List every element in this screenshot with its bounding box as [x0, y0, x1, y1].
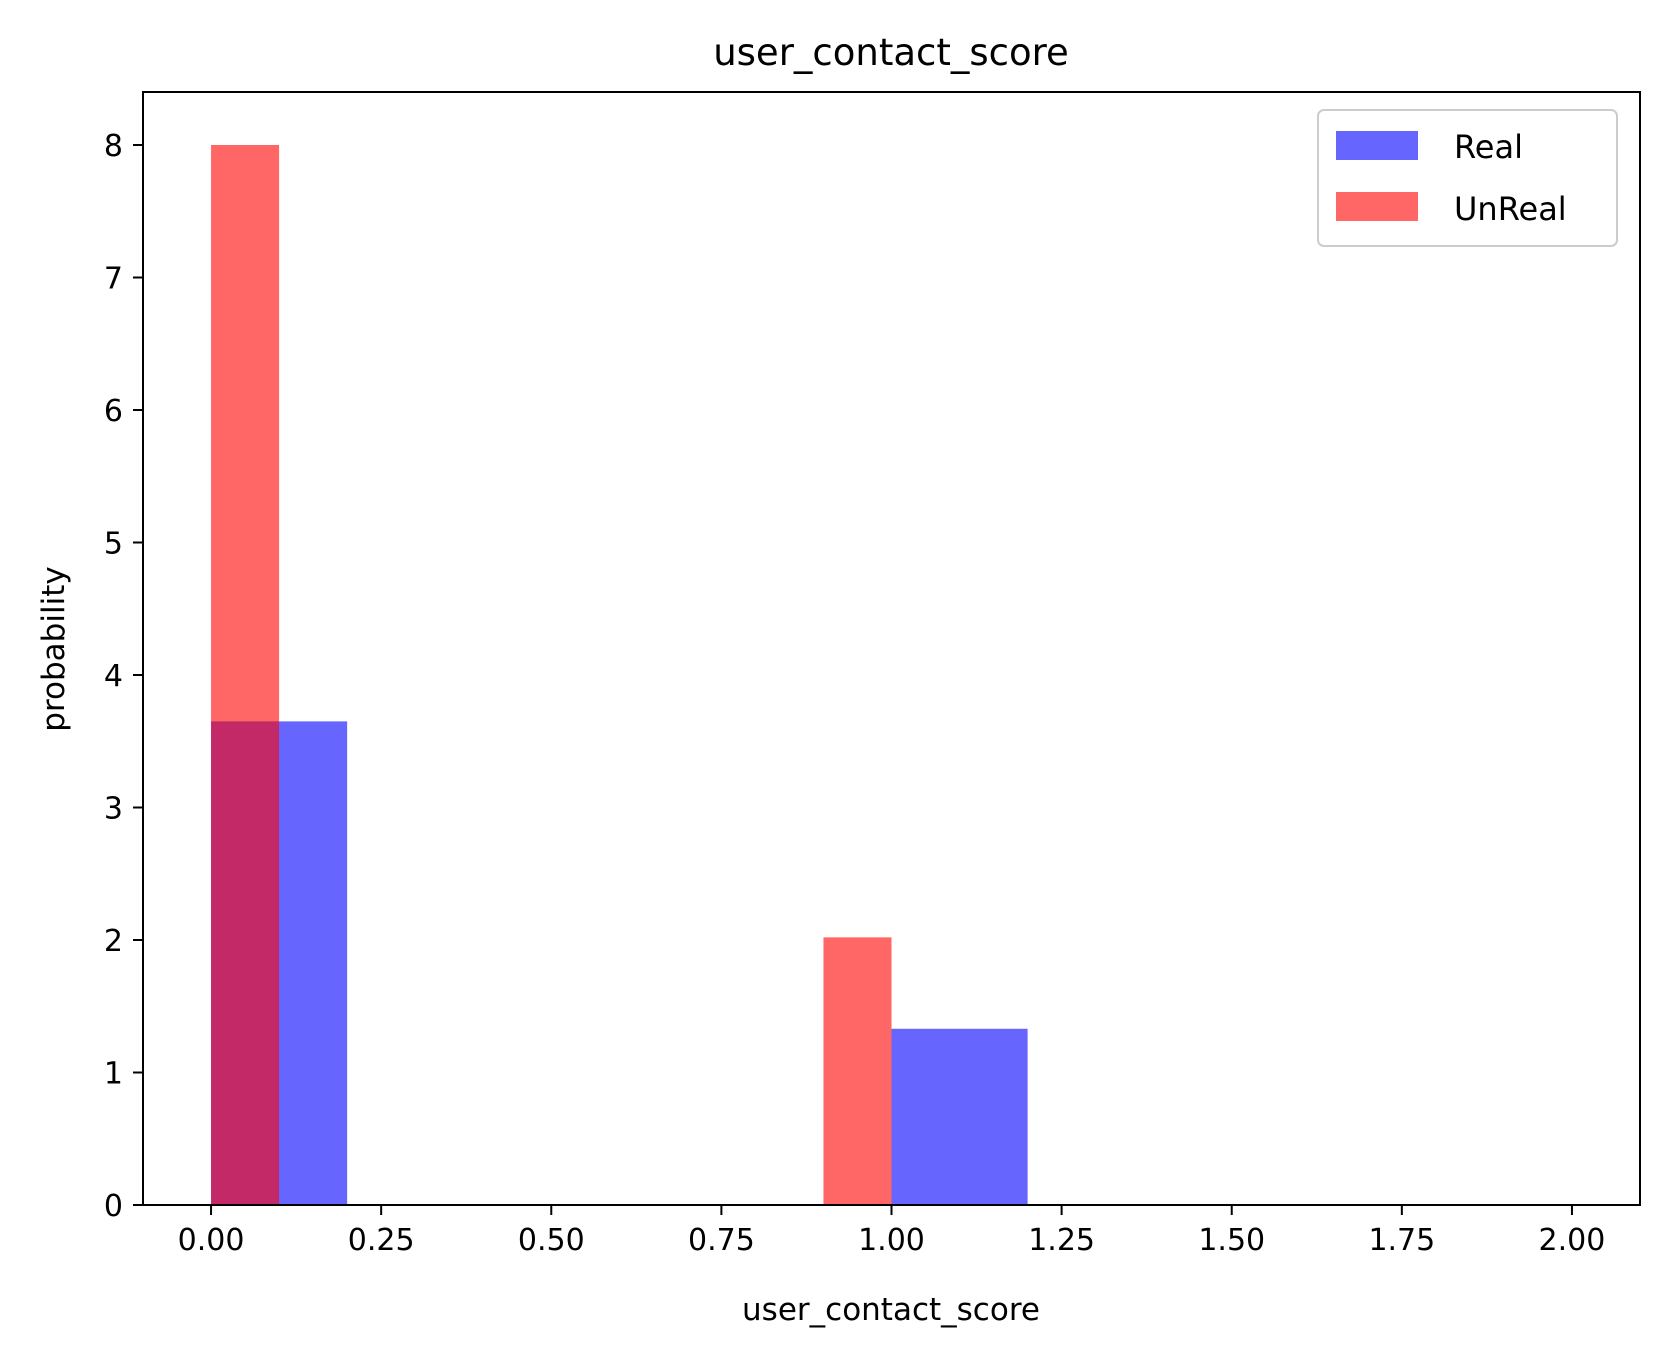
legend-swatch-real	[1336, 131, 1418, 160]
y-tick-label: 8	[104, 129, 123, 164]
x-tick-label: 1.00	[858, 1223, 925, 1258]
x-tick-label: 0.50	[518, 1223, 585, 1258]
chart-title: user_contact_score	[713, 31, 1069, 74]
y-tick-label: 2	[104, 924, 123, 959]
y-tick-label: 0	[104, 1189, 123, 1224]
y-tick-label: 1	[104, 1057, 123, 1092]
x-tick-label: 0.00	[178, 1223, 245, 1258]
x-tick-label: 1.75	[1368, 1223, 1435, 1258]
bar-unreal-1	[823, 937, 892, 1205]
y-axis-label: probability	[36, 566, 72, 731]
y-tick-label: 7	[104, 262, 123, 297]
x-tick-label: 0.75	[688, 1223, 755, 1258]
y-axis-ticks: 0 1 2 3 4 5 6 7 8	[104, 129, 143, 1224]
bar-real-1	[891, 1028, 1028, 1205]
y-tick-label: 4	[104, 659, 123, 694]
legend-label-unreal: UnReal	[1454, 190, 1567, 228]
legend-swatch-unreal	[1336, 192, 1418, 221]
x-axis-ticks: 0.00 0.25 0.50 0.75 1.00 1.25 1.50 1.75 2.00	[178, 1205, 1606, 1258]
legend-label-real: Real	[1454, 128, 1523, 166]
legend: Real UnReal	[1317, 109, 1618, 247]
y-tick-label: 5	[104, 527, 123, 562]
bars-layer	[211, 145, 1028, 1205]
x-tick-label: 1.50	[1198, 1223, 1265, 1258]
y-tick-label: 6	[104, 394, 123, 429]
bar-unreal-0	[211, 145, 280, 1205]
x-tick-label: 0.25	[348, 1223, 415, 1258]
x-axis-label: user_contact_score	[742, 1292, 1040, 1328]
x-tick-label: 1.25	[1028, 1223, 1095, 1258]
x-tick-label: 2.00	[1539, 1223, 1606, 1258]
y-tick-label: 3	[104, 792, 123, 827]
